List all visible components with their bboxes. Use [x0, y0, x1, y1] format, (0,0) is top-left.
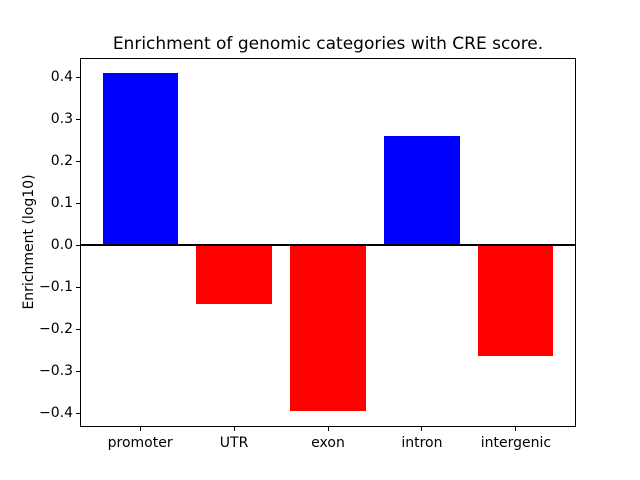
y-tick-mark [76, 370, 80, 372]
x-tick-label-exon: exon [311, 435, 345, 451]
y-tick-mark [76, 160, 80, 162]
y-tick-label: 0.4 [50, 69, 73, 86]
x-tick-label-UTR: UTR [219, 435, 249, 451]
bar-intron [384, 136, 460, 246]
y-tick-mark [76, 328, 80, 330]
x-tick-mark [421, 427, 423, 431]
y-tick-label: −0.4 [39, 405, 73, 422]
y-tick-label: −0.2 [39, 321, 73, 338]
bar-UTR [196, 245, 272, 304]
y-tick-mark [76, 76, 80, 78]
y-tick-label: 0.3 [50, 111, 73, 128]
x-tick-mark [327, 427, 329, 431]
bar-intergenic [478, 245, 554, 357]
x-tick-label-promoter: promoter [107, 435, 173, 451]
y-tick-label: 0.1 [50, 195, 73, 212]
x-tick-mark [515, 427, 517, 431]
x-tick-label-intron: intron [401, 435, 443, 451]
y-tick-label: −0.3 [39, 363, 73, 380]
y-tick-mark [76, 286, 80, 288]
y-tick-label: 0.2 [50, 153, 73, 170]
x-tick-mark [233, 427, 235, 431]
y-tick-mark [76, 202, 80, 204]
y-tick-mark [76, 244, 80, 246]
x-tick-mark [139, 427, 141, 431]
plot-area [80, 58, 576, 427]
bar-promoter [102, 73, 178, 246]
y-tick-mark [76, 118, 80, 120]
bar-exon [290, 245, 366, 412]
chart-title: Enrichment of genomic categories with CR… [112, 34, 544, 54]
zero-line [80, 244, 576, 247]
y-tick-label: −0.1 [39, 279, 73, 296]
x-tick-label-intergenic: intergenic [480, 435, 552, 451]
y-tick-label: 0.0 [50, 237, 73, 254]
y-tick-mark [76, 412, 80, 414]
